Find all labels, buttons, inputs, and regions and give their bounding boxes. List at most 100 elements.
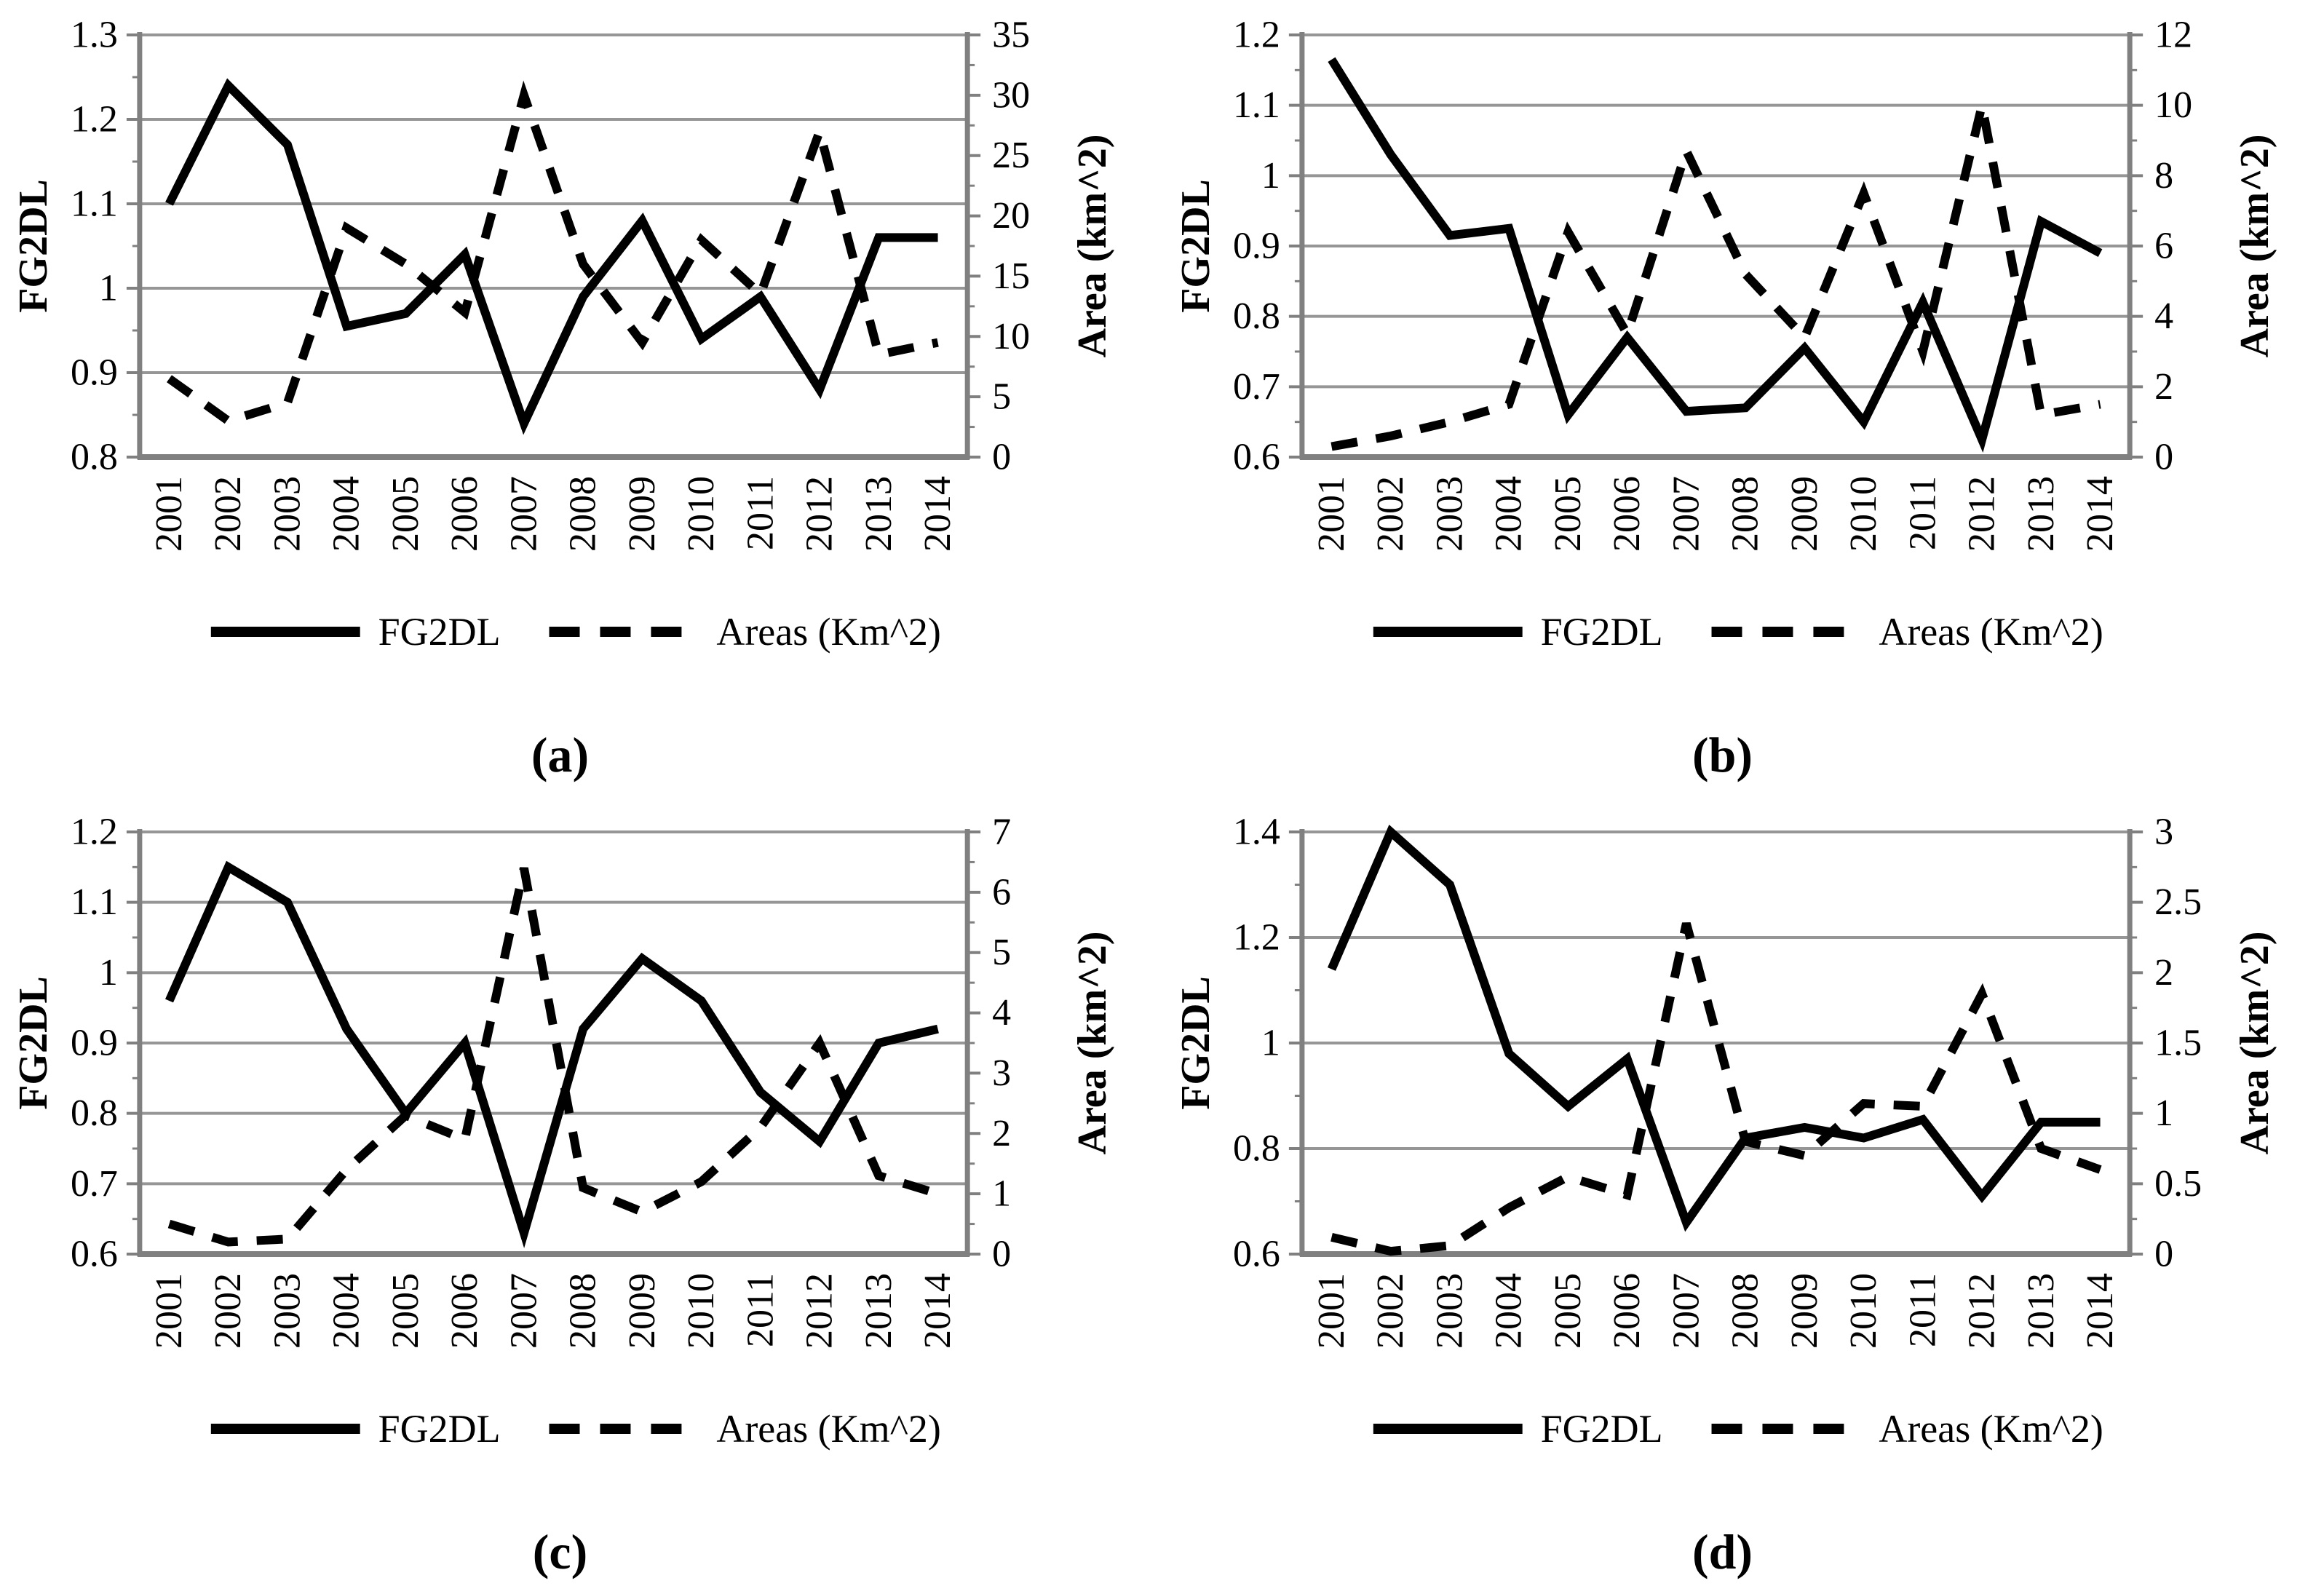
x-tick-label: 2013 xyxy=(2020,476,2062,552)
x-tick-label: 2009 xyxy=(1784,1273,1825,1349)
legend-label-areas: Areas (Km^2) xyxy=(1879,610,2103,654)
x-tick-label: 2003 xyxy=(266,1273,308,1349)
x-tick-label: 2014 xyxy=(2079,476,2121,552)
x-tick-label: 2009 xyxy=(1784,476,1825,552)
x-tick-label: 2007 xyxy=(1665,476,1707,552)
legend-label-fg2dl: FG2DL xyxy=(378,1407,501,1451)
left-tick-label: 0.8 xyxy=(71,1093,118,1134)
x-axis-labels: 2001 2002 2003 2004 2005 2006 2007 2008 2009 2010… xyxy=(148,476,959,552)
right-tick-label: 25 xyxy=(992,135,1030,176)
x-axis-labels: 2001 2002 2003 2004 2005 2006 2007 2008 2009 2010… xyxy=(1311,476,2121,552)
right-tick-label: 6 xyxy=(2154,225,2173,266)
right-tick-label: 0 xyxy=(992,436,1011,477)
x-tick-label: 2009 xyxy=(622,1273,663,1349)
left-tick-label: 0.8 xyxy=(71,436,118,477)
right-tick-label: 5 xyxy=(992,932,1011,973)
x-tick-label: 2005 xyxy=(1547,476,1589,552)
right-tick-label: 35 xyxy=(992,14,1030,55)
right-tick-label: 0.5 xyxy=(2154,1163,2202,1205)
panel-caption: (d) xyxy=(1692,1524,1753,1579)
x-tick-label: 2003 xyxy=(1429,1273,1470,1349)
series-line-fg2dl xyxy=(165,860,939,1248)
right-tick-label: 1 xyxy=(2154,1093,2173,1134)
legend: FG2DL Areas (Km^2) xyxy=(210,610,941,654)
left-axis-title: FG2DL xyxy=(1173,976,1218,1110)
legend-label-areas: Areas (Km^2) xyxy=(716,610,940,654)
right-tick-label: 6 xyxy=(992,871,1011,913)
series-line-areas xyxy=(1330,104,2101,451)
x-tick-label: 2013 xyxy=(2020,1273,2062,1349)
right-tick-label: 3 xyxy=(992,1052,1011,1094)
x-axis-labels: 2001 2002 2003 2004 2005 2006 2007 2008 2009 2010… xyxy=(1311,1273,2121,1349)
right-tick-label: 2.5 xyxy=(2154,881,2202,923)
chart-panel-b: 0.6 0.7 0.8 0.9 1 1.1 1.2 0 2 4 6 8 10 12 2001 2002 2003… xyxy=(1162,0,2324,797)
left-tick-label: 0.6 xyxy=(71,1233,118,1274)
left-tick-label: 1 xyxy=(99,267,118,309)
right-tick-label: 3 xyxy=(2154,811,2173,852)
x-tick-label: 2013 xyxy=(858,1273,900,1349)
panel-caption: (a) xyxy=(531,727,589,782)
x-tick-label: 2014 xyxy=(2079,1273,2121,1349)
right-tick-label: 12 xyxy=(2154,14,2192,55)
left-tick-label: 1.2 xyxy=(1233,916,1280,958)
right-tick-label: 1.5 xyxy=(2154,1022,2202,1063)
left-axis-title: FG2DL xyxy=(1173,179,1218,313)
x-tick-label: 2008 xyxy=(563,1273,604,1349)
legend-label-fg2dl: FG2DL xyxy=(1541,610,1663,654)
right-axis-ticks: 0 2 4 6 8 10 12 xyxy=(2130,14,2192,478)
left-axis-ticks: 0.6 0.7 0.8 0.9 1 1.1 1.2 xyxy=(1233,14,1302,478)
legend-label-fg2dl: FG2DL xyxy=(1541,1407,1663,1451)
right-axis-title: Area (km^2) xyxy=(1070,135,1115,358)
gridlines xyxy=(139,830,968,1186)
right-tick-label: 30 xyxy=(992,74,1030,116)
x-tick-label: 2014 xyxy=(917,1273,959,1349)
x-tick-label: 2005 xyxy=(385,476,427,552)
series-line-areas xyxy=(1330,922,2102,1256)
right-tick-label: 2 xyxy=(2154,952,2173,994)
left-tick-label: 1.4 xyxy=(1233,811,1280,852)
x-tick-label: 2010 xyxy=(1843,476,1884,552)
x-tick-label: 2006 xyxy=(444,1273,485,1349)
x-tick-label: 2006 xyxy=(1606,476,1648,552)
left-tick-label: 0.9 xyxy=(71,352,118,393)
x-tick-label: 2010 xyxy=(681,1273,722,1349)
chart-panel-d: 0.6 0.8 1 1.2 1.4 0 0.5 1 1.5 2 2.5 3 2001 2002 2003 20… xyxy=(1162,797,2324,1594)
x-tick-label: 2011 xyxy=(739,1273,781,1347)
left-tick-label: 0.9 xyxy=(71,1022,118,1063)
right-axis-title: Area (km^2) xyxy=(2232,932,2277,1155)
left-tick-label: 1 xyxy=(1261,155,1280,197)
right-tick-label: 2 xyxy=(2154,366,2173,408)
left-tick-label: 1.1 xyxy=(71,881,118,923)
legend: FG2DL Areas (Km^2) xyxy=(1373,610,2103,654)
right-tick-label: 15 xyxy=(992,255,1030,297)
left-tick-label: 1.1 xyxy=(71,183,118,224)
x-axis-labels: 2001 2002 2003 2004 2005 2006 2007 2008 2009 2010… xyxy=(148,1273,959,1349)
axes xyxy=(137,32,970,460)
left-axis-ticks: 0.6 0.8 1 1.2 1.4 xyxy=(1233,811,1302,1275)
left-tick-label: 0.7 xyxy=(71,1163,118,1205)
left-tick-label: 1.1 xyxy=(1233,84,1280,126)
left-axis-ticks: 0.6 0.7 0.8 0.9 1 1.1 1.2 xyxy=(71,811,140,1275)
x-tick-label: 2004 xyxy=(326,1273,368,1349)
series-line-areas xyxy=(167,80,939,426)
right-axis-ticks: 0 1 2 3 4 5 6 7 xyxy=(967,811,1011,1275)
series-line-fg2dl xyxy=(165,78,938,435)
right-tick-label: 10 xyxy=(992,316,1030,357)
left-tick-label: 1.2 xyxy=(71,98,118,140)
chart-panel-c: 0.6 0.7 0.8 0.9 1 1.1 1.2 0 1 2 3 4 5 6 7 2001 2002 2003 2… xyxy=(0,797,1162,1594)
left-tick-label: 1.2 xyxy=(71,811,118,852)
right-tick-label: 10 xyxy=(2154,84,2192,126)
right-tick-label: 5 xyxy=(992,376,1011,418)
x-tick-label: 2012 xyxy=(799,476,841,552)
right-tick-label: 7 xyxy=(992,811,1011,852)
x-tick-label: 2003 xyxy=(1429,476,1470,552)
legend-label-areas: Areas (Km^2) xyxy=(716,1407,940,1451)
right-tick-label: 0 xyxy=(2154,436,2173,477)
right-tick-label: 0 xyxy=(2154,1233,2173,1274)
right-tick-label: 20 xyxy=(992,195,1030,237)
x-tick-label: 2002 xyxy=(207,1273,249,1349)
right-axis-ticks: 0 5 10 15 20 25 30 35 xyxy=(967,14,1030,478)
panel-caption: (b) xyxy=(1692,727,1753,782)
